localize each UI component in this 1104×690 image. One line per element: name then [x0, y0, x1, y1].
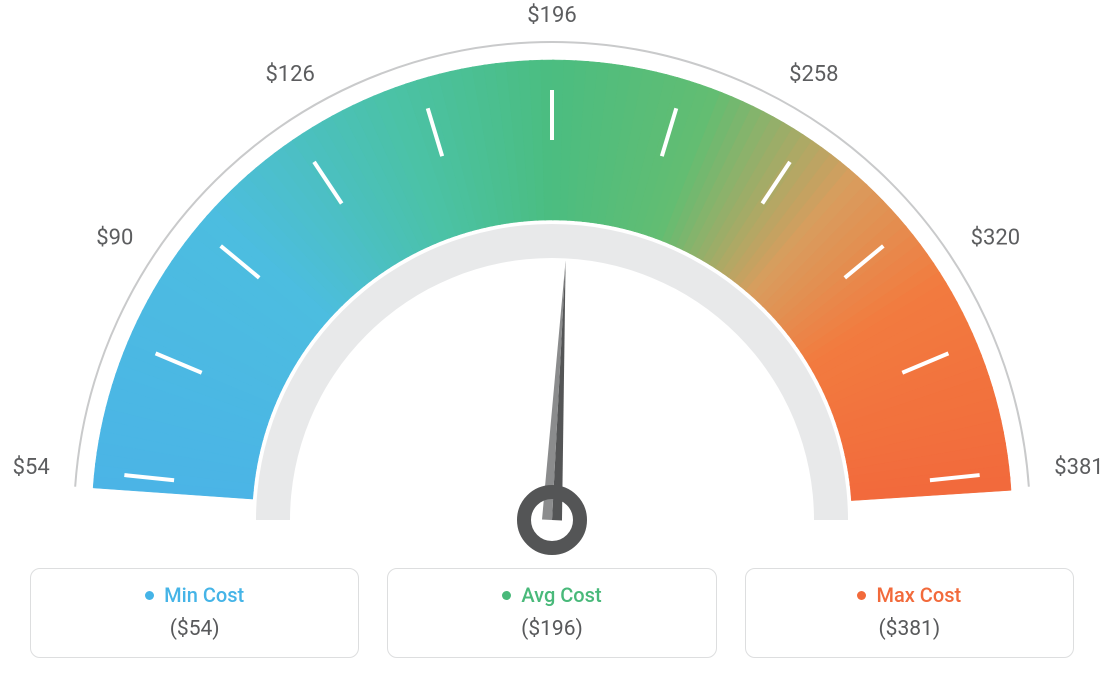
legend-value-max: ($381)	[746, 617, 1073, 641]
legend-row: Min Cost ($54) Avg Cost ($196) Max Cost …	[0, 568, 1104, 658]
legend-card-max: Max Cost ($381)	[745, 568, 1074, 658]
svg-text:$320: $320	[971, 226, 1020, 251]
legend-title-avg: Avg Cost	[502, 583, 601, 607]
cost-gauge-chart: $54 $90 $126 $196 $258 $320 $381	[0, 0, 1104, 560]
legend-label-min: Min Cost	[164, 583, 244, 607]
legend-label-max: Max Cost	[876, 583, 961, 607]
legend-label-avg: Avg Cost	[521, 583, 601, 607]
svg-text:$126: $126	[265, 62, 314, 87]
legend-dot-max	[857, 591, 866, 600]
legend-card-min: Min Cost ($54)	[30, 568, 359, 658]
legend-value-min: ($54)	[31, 617, 358, 641]
gauge-svg: $54 $90 $126 $196 $258 $320 $381	[0, 0, 1104, 560]
svg-text:$54: $54	[13, 455, 50, 480]
svg-text:$258: $258	[789, 62, 838, 87]
legend-title-min: Min Cost	[145, 583, 244, 607]
legend-value-avg: ($196)	[388, 617, 715, 641]
svg-text:$381: $381	[1054, 455, 1103, 480]
legend-dot-avg	[502, 591, 511, 600]
legend-card-avg: Avg Cost ($196)	[387, 568, 716, 658]
legend-dot-min	[145, 591, 154, 600]
svg-text:$196: $196	[527, 3, 576, 28]
legend-title-max: Max Cost	[857, 583, 961, 607]
svg-text:$90: $90	[96, 226, 133, 251]
